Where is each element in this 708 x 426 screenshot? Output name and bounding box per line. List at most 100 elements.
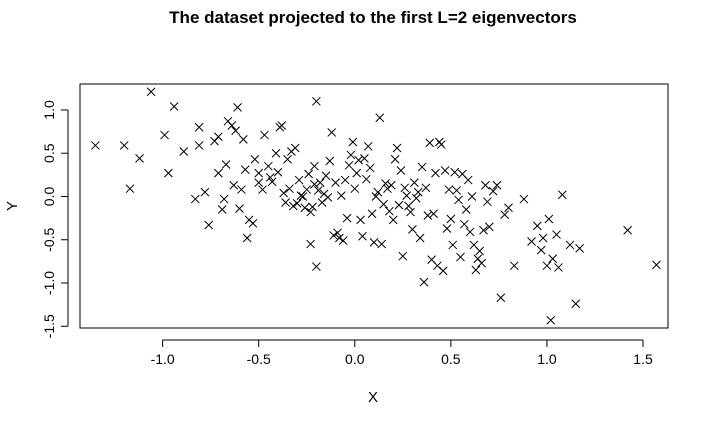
data-point: [544, 214, 554, 224]
data-point: [442, 224, 452, 233]
data-point: [294, 175, 304, 185]
data-point: [217, 205, 227, 214]
data-points: [91, 87, 661, 325]
data-point: [325, 156, 335, 166]
data-point: [419, 277, 429, 287]
data-point: [409, 178, 419, 187]
data-point: [300, 203, 310, 213]
data-point: [417, 162, 427, 172]
data-point: [315, 178, 325, 187]
data-point: [411, 193, 421, 203]
data-point: [454, 195, 463, 205]
data-point: [340, 175, 350, 185]
data-point: [169, 102, 179, 111]
data-point: [119, 141, 129, 150]
data-point: [204, 220, 214, 230]
data-point: [519, 194, 529, 204]
data-point: [238, 135, 248, 144]
x-tick-label: -0.5: [247, 351, 271, 367]
data-point: [285, 184, 294, 194]
data-point: [292, 199, 302, 208]
data-point: [373, 187, 383, 197]
x-axis: -1.0 -0.5 0.0 0.5 1.0 1.5: [151, 339, 653, 367]
data-point: [213, 168, 223, 178]
data-point: [423, 211, 433, 220]
data-point: [444, 185, 454, 194]
data-point: [413, 187, 423, 197]
data-point: [258, 185, 267, 194]
data-point: [425, 138, 435, 148]
data-point: [479, 225, 488, 235]
data-point: [623, 225, 633, 235]
plot-frame: [79, 83, 669, 329]
data-point: [471, 265, 481, 275]
data-point: [552, 230, 561, 239]
x-tick-label: -1.0: [151, 351, 175, 367]
data-point: [509, 261, 519, 271]
data-point: [344, 160, 354, 170]
data-point: [279, 188, 289, 198]
data-point: [200, 187, 210, 197]
data-point: [356, 215, 365, 225]
data-point: [240, 165, 250, 175]
data-point: [456, 252, 465, 262]
data-point: [194, 141, 204, 150]
data-point: [404, 201, 413, 211]
data-point: [438, 266, 448, 276]
data-point: [254, 178, 264, 187]
y-tick-label: -0.5: [41, 227, 57, 251]
data-point: [492, 180, 502, 190]
data-point: [360, 154, 369, 163]
data-point: [557, 190, 567, 200]
x-axis-label: X: [368, 389, 378, 406]
data-point: [408, 225, 417, 234]
data-point: [504, 203, 513, 213]
data-point: [190, 194, 200, 204]
data-point: [271, 148, 281, 158]
data-point: [283, 154, 292, 164]
data-point: [221, 160, 231, 169]
data-point: [477, 258, 486, 268]
data-point: [260, 130, 269, 140]
data-point: [546, 315, 556, 325]
x-tick-label: 1.0: [537, 351, 557, 367]
data-point: [323, 192, 333, 202]
data-point: [554, 263, 563, 272]
data-point: [406, 207, 415, 217]
data-point: [361, 174, 371, 184]
data-point: [392, 143, 402, 153]
y-tick-label: 1.0: [41, 100, 57, 120]
data-point: [465, 227, 475, 237]
x-tick-label: 1.5: [633, 351, 653, 367]
data-point: [125, 184, 135, 194]
data-point: [375, 113, 385, 123]
data-point: [390, 154, 400, 164]
data-point: [379, 199, 388, 209]
data-point: [377, 239, 387, 249]
data-point: [415, 233, 425, 243]
y-axis: -1.5 -1.0 -0.5 0.0 0.5 1.0: [41, 100, 69, 338]
data-point: [358, 231, 367, 241]
data-point: [446, 214, 456, 224]
data-point: [219, 194, 229, 204]
data-point: [488, 186, 498, 196]
data-point: [298, 192, 308, 201]
data-point: [381, 179, 390, 188]
data-point: [500, 210, 510, 220]
data-point: [348, 137, 358, 147]
data-point: [461, 205, 471, 214]
data-point: [536, 245, 546, 255]
data-point: [311, 262, 321, 271]
data-point: [242, 233, 252, 243]
data-point: [311, 96, 321, 106]
data-point: [194, 122, 204, 132]
data-point: [237, 185, 246, 194]
data-point: [352, 168, 362, 178]
data-point: [313, 186, 323, 195]
data-point: [333, 228, 342, 238]
data-point: [290, 143, 300, 153]
data-point: [532, 221, 542, 231]
y-tick-label: -1.0: [41, 271, 57, 295]
data-point: [263, 161, 273, 171]
